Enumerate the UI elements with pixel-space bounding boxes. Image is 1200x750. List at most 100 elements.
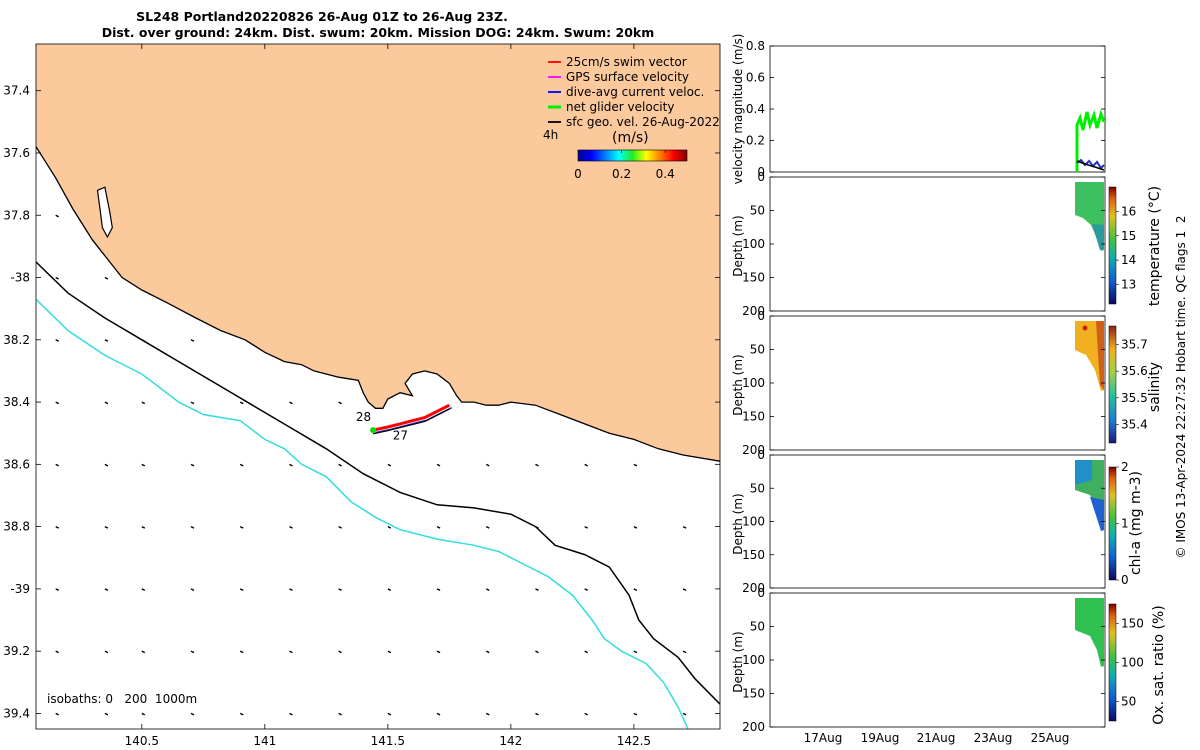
geo-vector (190, 650, 195, 654)
geo-vector (338, 588, 342, 592)
geo-vector (141, 339, 146, 342)
geo-vector (436, 463, 441, 467)
geo-vector (584, 712, 588, 716)
temperature-colorbar-ticks: 13 14 15 16 (1116, 204, 1136, 292)
date-tick-label: 25Aug (1031, 731, 1070, 745)
panel-ytick-label: 0.8 (746, 39, 765, 53)
chla-surface-data (1075, 460, 1092, 485)
panel-ytick-label: 100 (742, 237, 765, 251)
oxygen-profile-data (1075, 598, 1104, 667)
legend-label-sfc-geo: sfc geo. vel. 26-Aug-2022 (566, 115, 720, 129)
panel-ytick-label: 0 (757, 309, 765, 323)
geo-vector (584, 463, 588, 467)
map-ytick-label: 39.4 (3, 706, 30, 720)
chla-colorbar-ticks: 0 1 2 (1116, 460, 1129, 587)
geo-vector (436, 650, 441, 654)
map-xtick-label: 142 (499, 734, 522, 748)
panel-ytick-label: 150 (742, 548, 765, 562)
geo-vector (289, 525, 293, 529)
colorbar-speed-ticks: 0 0.2 0.4 (574, 150, 675, 181)
map-ytick-label: 38.8 (3, 520, 30, 534)
geo-vector (104, 276, 109, 280)
geo-vector (535, 650, 539, 654)
geo-vector (104, 339, 109, 342)
legend-entry-dive-avg: dive-avg current veloc. (548, 85, 704, 99)
velocity-net-series (1075, 109, 1106, 172)
geo-vector (104, 401, 109, 405)
geo-vector (239, 525, 244, 529)
panel-ytick-label: 50 (750, 204, 765, 218)
map-ytick-label: 38.6 (3, 457, 30, 471)
salinity-colorbar (1108, 325, 1117, 444)
oxygen-colorbar (1108, 603, 1117, 722)
island (96, 186, 113, 239)
date-tick-label: 21Aug (917, 731, 956, 745)
geo-vector (436, 525, 441, 529)
colorbar-tick-label: 0 (1121, 573, 1129, 587)
panel-ytick-label: 0 (757, 448, 765, 462)
oxygen-frame (769, 592, 1106, 728)
date-tick-label: 17Aug (804, 731, 843, 745)
velocity-y-ticks: 0 0.2 0.4 0.6 0.8 (746, 39, 1105, 179)
salinity-colorbar-label: salinity (1147, 362, 1163, 412)
colorbar-speed-tick: 0.4 (656, 167, 675, 181)
geo-vector (387, 525, 392, 529)
map-x-ticks: 140.5 141 141.5 142 142.5 (125, 44, 651, 748)
colorbar-tick-label: 15 (1121, 229, 1136, 243)
geo-vector (584, 525, 588, 529)
panel-ytick-label: 150 (742, 687, 765, 701)
geo-vector (485, 588, 490, 592)
date-tick-label: 23Aug (974, 731, 1013, 745)
velocity-frame (769, 45, 1106, 173)
panel-ytick-label: 50 (750, 343, 765, 357)
geo-vector (387, 463, 392, 467)
track-label-27: 27 (393, 428, 408, 442)
colorbar-tick-label: 2 (1121, 460, 1129, 474)
map-xtick-label: 140.5 (125, 734, 159, 748)
geo-vector (682, 588, 687, 592)
geo-vector (682, 712, 687, 716)
geo-vector (190, 339, 195, 342)
geo-vector (289, 463, 293, 467)
geo-vector (55, 463, 59, 467)
panel-ytick-label: 0 (757, 165, 765, 179)
colorbar-tick-label: 13 (1121, 278, 1136, 292)
geo-vector (55, 276, 59, 280)
land-area (36, 44, 720, 462)
map-ytick-label: -39 (10, 582, 30, 596)
geo-vector (239, 650, 244, 654)
geo-vector (682, 525, 687, 529)
colorbar-tick-label: 1 (1121, 517, 1129, 531)
geo-vector (535, 588, 539, 592)
geo-vector (338, 463, 342, 467)
geo-vector (436, 588, 441, 592)
geo-vector (584, 588, 588, 592)
panel-ytick-label: 0 (757, 586, 765, 600)
oxygen-colorbar-ticks: 50 100 150 (1116, 617, 1144, 709)
salinity-colorbar-ticks: 35.4 35.5 35.6 35.7 (1116, 338, 1148, 431)
map-ytick-label: 37.4 (3, 84, 30, 98)
map-xtick-label: 141 (253, 734, 276, 748)
geo-vector (535, 525, 539, 529)
geo-vector (104, 525, 109, 529)
glider-track-black (372, 408, 450, 435)
geo-vector (239, 588, 244, 592)
colorbar-tick-label: 100 (1121, 656, 1144, 670)
chla-frame (769, 454, 1106, 589)
map-panel: 140.5 141 141.5 142 142.5 37.4 37.6 37.8 -38 38.… (3, 43, 721, 748)
colorbar-speed-tick: 0.2 (612, 167, 631, 181)
oxygen-panel: 0 50 100 150 200 17Aug 19Aug 21Aug 23Aug 25Aug D… (731, 586, 1167, 745)
glider-track-red (372, 403, 451, 432)
geo-vector (104, 463, 109, 467)
salinity-ylabel: Depth (m) (731, 354, 745, 415)
geo-vector (239, 401, 244, 405)
isobath-1000m (36, 298, 689, 729)
geo-vector (289, 712, 293, 716)
oxygen-colorbar-label: Ox. sat. ratio (%) (1151, 605, 1167, 724)
temperature-ylabel: Depth (m) (731, 215, 745, 276)
geo-vector (535, 463, 539, 467)
panel-ytick-label: 0.4 (746, 102, 765, 116)
map-ytick-label: 37.8 (3, 208, 30, 222)
geo-vector (190, 463, 195, 467)
geo-vector (338, 650, 342, 654)
